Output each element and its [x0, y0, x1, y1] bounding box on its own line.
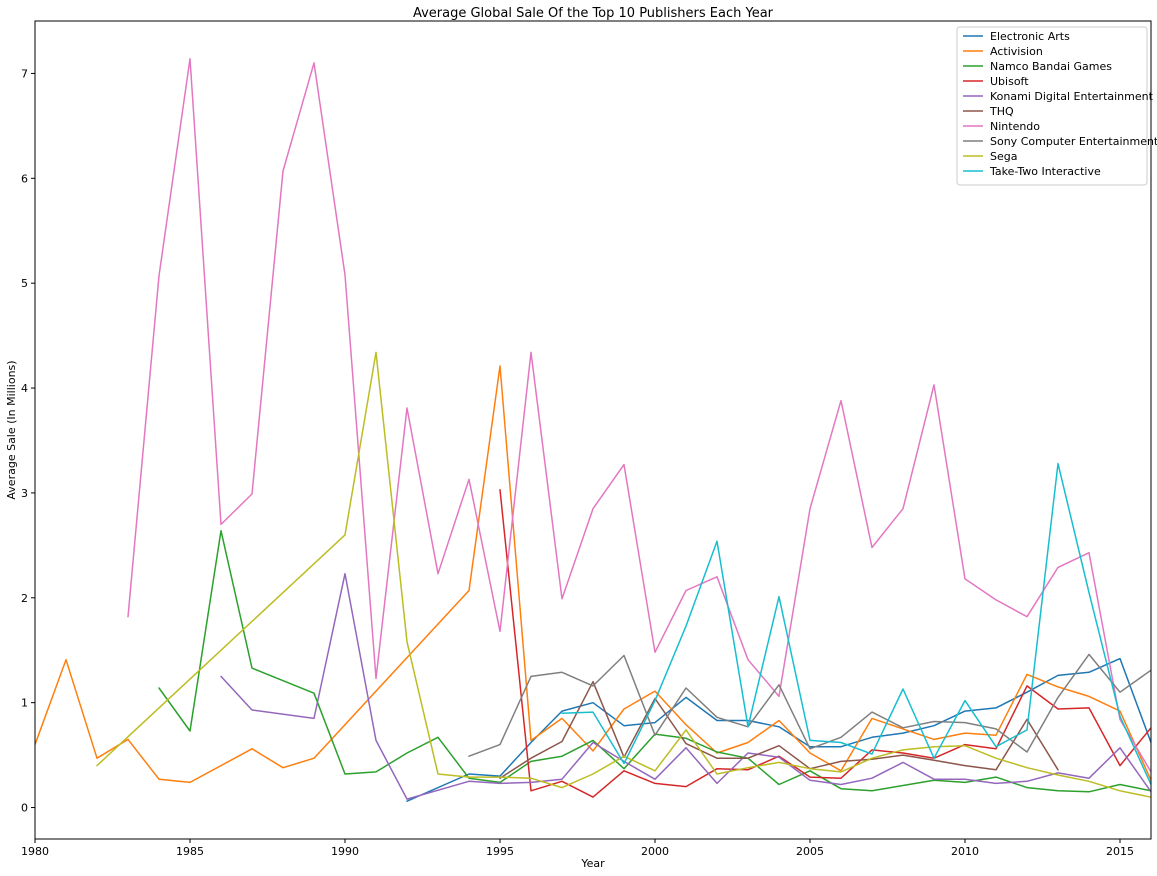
x-tick-label: 2000: [641, 845, 669, 858]
legend-label-ubisoft: Ubisoft: [990, 75, 1029, 88]
legend-label-activision: Activision: [990, 45, 1043, 58]
series-line-take-two-interactive: [561, 462, 1151, 786]
y-tick-label: 6: [21, 172, 28, 185]
chart-title: Average Global Sale Of the Top 10 Publis…: [413, 6, 774, 21]
series-line-sony-computer-entertainment: [468, 653, 1151, 757]
x-tick-label: 1995: [486, 845, 514, 858]
series-line-activision: [35, 365, 1151, 784]
plot-frame: [34, 20, 1152, 840]
legend-label-thq: THQ: [989, 105, 1014, 118]
series-line-ubisoft: [499, 489, 1151, 798]
x-tick-label: 1990: [331, 845, 359, 858]
series-line-sega: [96, 351, 1151, 798]
x-tick-label: 1985: [176, 845, 204, 858]
legend-label-take-two-interactive: Take-Two Interactive: [989, 165, 1101, 178]
legend-label-namco-bandai-games: Namco Bandai Games: [990, 60, 1112, 73]
y-tick-label: 4: [21, 382, 28, 395]
y-tick-label: 7: [21, 67, 28, 80]
y-tick-label: 2: [21, 592, 28, 605]
series-line-namco-bandai-games: [158, 529, 1151, 793]
series-lines: [35, 58, 1151, 802]
legend-label-sega: Sega: [990, 150, 1017, 163]
y-tick-label: 3: [21, 487, 28, 500]
legend: Electronic Arts Activision Namco Bandai Ga…: [956, 26, 1157, 186]
legend-frame: [956, 26, 1148, 186]
series-line-konami-digital-entertainment: [220, 572, 1151, 800]
x-axis: 1980 1985 1990 1995 2000 2005 2010 2015: [21, 839, 1134, 858]
legend-label-sony-computer-entertainment: Sony Computer Entertainment: [990, 135, 1157, 148]
x-axis-label: Year: [580, 857, 605, 870]
x-tick-label: 2005: [796, 845, 824, 858]
y-axis-label: Average Sale (In Millions): [5, 360, 18, 499]
y-axis: 0 1 2 3 4 5 6 7: [21, 67, 35, 815]
x-tick-label: 2010: [951, 845, 979, 858]
y-tick-label: 0: [21, 802, 28, 815]
legend-label-electronic-arts: Electronic Arts: [990, 30, 1070, 43]
x-tick-label: 1980: [21, 845, 49, 858]
y-tick-label: 5: [21, 277, 28, 290]
y-tick-label: 1: [21, 697, 28, 710]
x-tick-label: 2015: [1106, 845, 1134, 858]
legend-label-nintendo: Nintendo: [990, 120, 1040, 133]
legend-label-konami-digital-entertainment: Konami Digital Entertainment: [990, 90, 1154, 103]
series-line-nintendo: [127, 58, 1151, 773]
plot-area: [34, 20, 1152, 840]
series-line-thq: [499, 680, 1059, 779]
